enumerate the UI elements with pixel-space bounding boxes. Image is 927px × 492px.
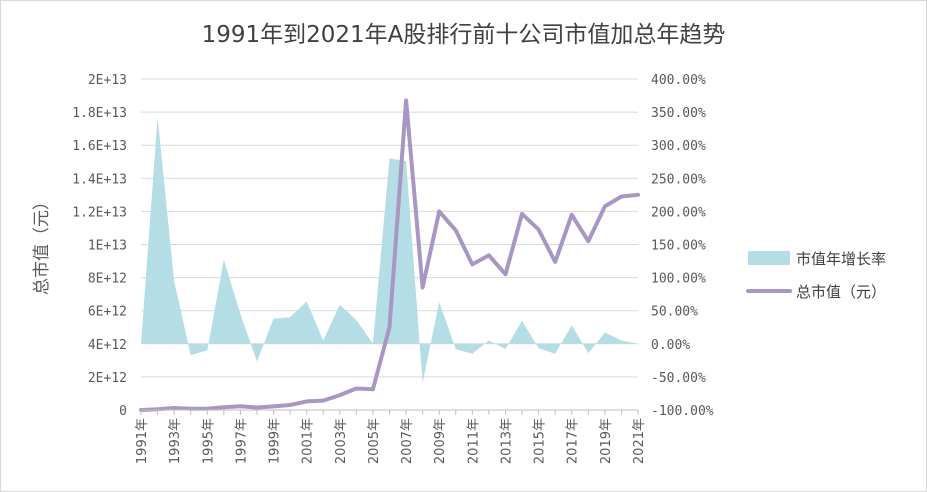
x-tick-label: 2019年 [599,418,614,464]
y-left-tick-label: 2E+13 [88,73,127,88]
y-left-tick-label: 1E+13 [88,239,127,254]
x-tick-label: 1995年 [201,418,216,464]
x-tick-label: 2009年 [433,418,448,464]
x-tick-label: 2017年 [566,418,581,464]
y-left-tick-label: 2E+12 [88,371,127,386]
x-tick-label: 1993年 [168,418,183,464]
x-tick-label: 2011年 [466,418,481,464]
x-tick-label: 1991年 [135,418,150,464]
y-right-tick-label: 400.00% [651,73,706,88]
y-left-tick-label: 1.6E+13 [72,139,127,154]
y-right-tick-label: 50.00% [651,305,698,320]
x-tick-label: 2015年 [533,418,548,464]
y-right-tick-label: 250.00% [651,172,706,187]
y-right-tick-label: 150.00% [651,239,706,254]
x-tick-label: 2005年 [367,418,382,464]
y-right-tick-label: 350.00% [651,106,706,121]
y-right-tick-label: -100.00% [651,404,714,419]
y-left-axis-title: 总市值（元） [32,193,52,295]
y-right-tick-label: -50.00% [651,371,706,386]
y-left-tick-label: 6E+12 [88,305,127,320]
y-right-tick-label: 200.00% [651,205,706,220]
legend-swatch-growth-rate [748,251,790,265]
y-right-tick-label: 100.00% [651,272,706,287]
x-tick-label: 2003年 [334,418,349,464]
x-tick-label: 2021年 [632,418,647,464]
x-tick-label: 1999年 [268,418,283,464]
y-left-tick-label: 1.8E+13 [72,106,127,121]
x-tick-label: 1997年 [234,418,249,464]
x-tick-label: 2007年 [400,418,415,464]
y-right-tick-label: 0.00% [651,338,690,353]
area-series-growth-rate [141,117,638,383]
y-left-tick-label: 1.2E+13 [72,205,127,220]
legend-label-growth-rate: 市值年增长率 [796,250,886,268]
x-tick-label: 2001年 [301,418,316,464]
chart-title: 1991年到2021年A股排行前十公司市值加总年趋势 [201,22,726,48]
y-right-tick-label: 300.00% [651,139,706,154]
y-left-tick-label: 4E+12 [88,338,127,353]
y-left-tick-label: 0 [119,404,127,419]
y-left-tick-label: 8E+12 [88,272,127,287]
legend-label-total-value: 总市值（元） [796,283,886,301]
x-tick-label: 2013年 [499,418,514,464]
y-left-tick-label: 1.4E+13 [72,172,127,187]
